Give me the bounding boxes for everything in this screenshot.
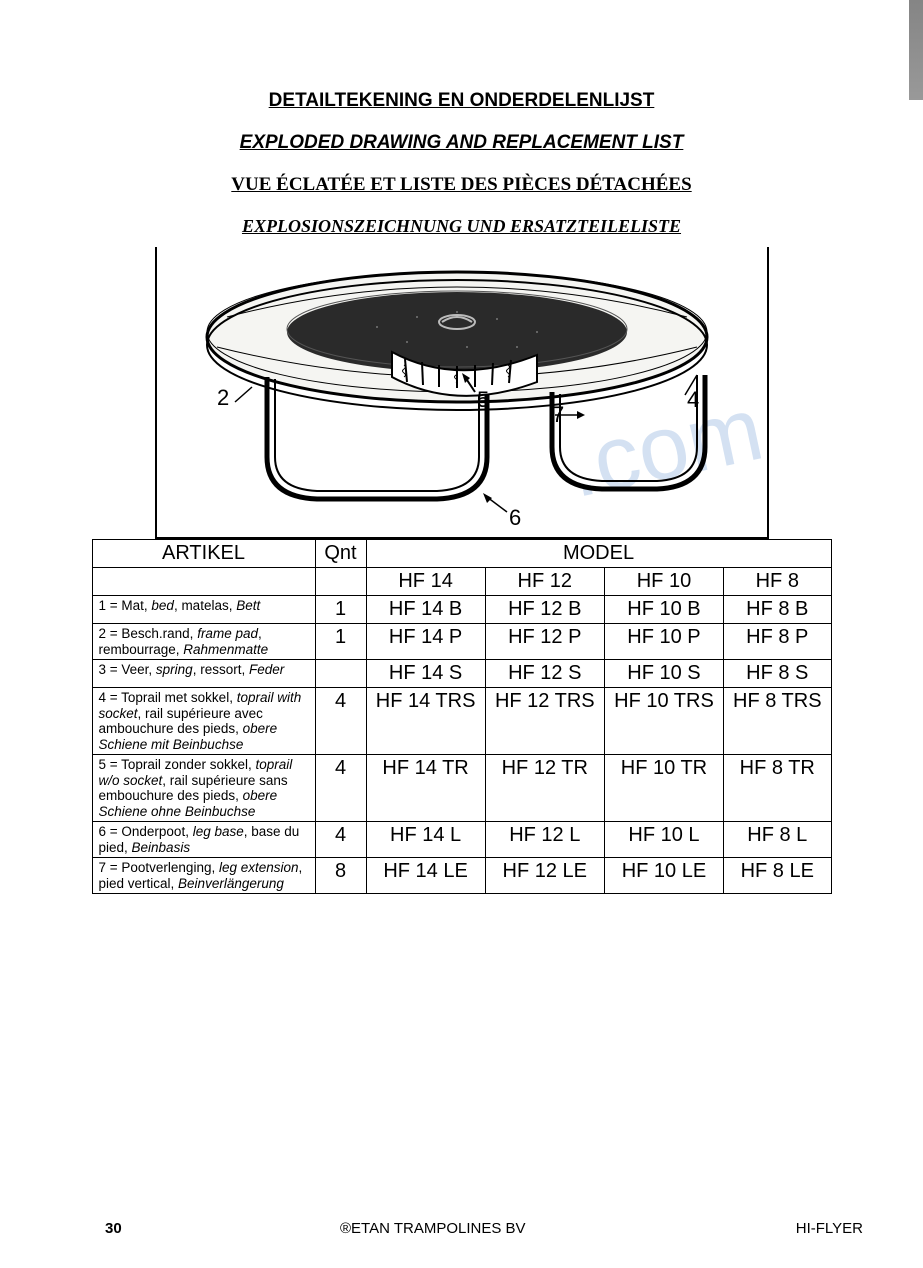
cell-model: HF 14 L bbox=[366, 822, 485, 858]
cell-model: HF 8 TRS bbox=[724, 688, 831, 755]
table-row: 3 = Veer, spring, ressort, FederHF 14 SH… bbox=[92, 660, 831, 688]
table-header-row: ARTIKEL Qnt MODEL bbox=[92, 540, 831, 568]
table-row: 7 = Pootverlenging, leg extension, pied … bbox=[92, 858, 831, 894]
cell-model: HF 12 TRS bbox=[485, 688, 604, 755]
cell-artikel: 1 = Mat, bed, matelas, Bett bbox=[92, 596, 315, 624]
cell-model: HF 10 TR bbox=[604, 755, 723, 822]
table-row: 5 = Toprail zonder sokkel, toprail w/o s… bbox=[92, 755, 831, 822]
cell-qnt: 4 bbox=[315, 755, 366, 822]
cell-model: HF 14 B bbox=[366, 596, 485, 624]
cell-model: HF 10 S bbox=[604, 660, 723, 688]
cell-artikel: 5 = Toprail zonder sokkel, toprail w/o s… bbox=[92, 755, 315, 822]
cell-model: HF 10 L bbox=[604, 822, 723, 858]
cell-model: HF 10 B bbox=[604, 596, 723, 624]
title-fr: VUE ÉCLATÉE ET LISTE DES PIÈCES DÉTACHÉE… bbox=[60, 174, 863, 196]
cell-model: HF 12 TR bbox=[485, 755, 604, 822]
model-hf8: HF 8 bbox=[724, 568, 831, 596]
cell-model: HF 8 B bbox=[724, 596, 831, 624]
cell-model: HF 8 S bbox=[724, 660, 831, 688]
page-number: 30 bbox=[105, 1220, 122, 1237]
cell-qnt bbox=[315, 660, 366, 688]
title-block: DETAILTEKENING EN ONDERDELENLIJST EXPLOD… bbox=[60, 90, 863, 237]
cell-model: HF 8 P bbox=[724, 624, 831, 660]
col-qnt: Qnt bbox=[315, 540, 366, 568]
cell-model: HF 12 P bbox=[485, 624, 604, 660]
cell-artikel: 4 = Toprail met sokkel, toprail with soc… bbox=[92, 688, 315, 755]
cell-model: HF 10 LE bbox=[604, 858, 723, 894]
cell-qnt: 8 bbox=[315, 858, 366, 894]
model-hf10: HF 10 bbox=[604, 568, 723, 596]
cell-qnt: 4 bbox=[315, 688, 366, 755]
cell-model: HF 14 P bbox=[366, 624, 485, 660]
col-model: MODEL bbox=[366, 540, 831, 568]
cell-qnt: 4 bbox=[315, 822, 366, 858]
cell-artikel: 6 = Onderpoot, leg base, base du pied, B… bbox=[92, 822, 315, 858]
cell-model: HF 14 TRS bbox=[366, 688, 485, 755]
cell-artikel: 7 = Pootverlenging, leg extension, pied … bbox=[92, 858, 315, 894]
model-hf12: HF 12 bbox=[485, 568, 604, 596]
cell-model: HF 14 S bbox=[366, 660, 485, 688]
callout-4: 4 bbox=[687, 387, 699, 412]
title-nl: DETAILTEKENING EN ONDERDELENLIJST bbox=[60, 90, 863, 112]
footer-company: ®ETAN TRAMPOLINES BV bbox=[340, 1220, 526, 1237]
cell-model: HF 12 B bbox=[485, 596, 604, 624]
callout-7: 7 bbox=[552, 402, 564, 427]
cell-artikel: 2 = Besch.rand, frame pad, rembourrage, … bbox=[92, 624, 315, 660]
title-en: EXPLODED DRAWING AND REPLACEMENT LIST bbox=[60, 132, 863, 154]
col-artikel: ARTIKEL bbox=[92, 540, 315, 568]
callout-6: 6 bbox=[509, 505, 521, 530]
empty-cell bbox=[315, 568, 366, 596]
callout-2: 2 bbox=[217, 385, 229, 410]
cell-model: HF 8 LE bbox=[724, 858, 831, 894]
table-models-row: HF 14 HF 12 HF 10 HF 8 bbox=[92, 568, 831, 596]
table-row: 2 = Besch.rand, frame pad, rembourrage, … bbox=[92, 624, 831, 660]
scan-edge-artifact bbox=[909, 0, 923, 100]
model-hf14: HF 14 bbox=[366, 568, 485, 596]
cell-model: HF 10 P bbox=[604, 624, 723, 660]
title-de: EXPLOSIONSZEICHNUNG UND ERSATZTEILELISTE bbox=[60, 216, 863, 237]
cell-model: HF 8 L bbox=[724, 822, 831, 858]
cell-model: HF 12 S bbox=[485, 660, 604, 688]
cell-qnt: 1 bbox=[315, 624, 366, 660]
exploded-diagram: .com bbox=[155, 247, 769, 539]
trampoline-svg: .com bbox=[157, 247, 767, 537]
table-row: 1 = Mat, bed, matelas, Bett1HF 14 BHF 12… bbox=[92, 596, 831, 624]
cell-model: HF 14 LE bbox=[366, 858, 485, 894]
table-row: 4 = Toprail met sokkel, toprail with soc… bbox=[92, 688, 831, 755]
table-row: 6 = Onderpoot, leg base, base du pied, B… bbox=[92, 822, 831, 858]
cell-model: HF 12 LE bbox=[485, 858, 604, 894]
cell-model: HF 8 TR bbox=[724, 755, 831, 822]
cell-artikel: 3 = Veer, spring, ressort, Feder bbox=[92, 660, 315, 688]
cell-qnt: 1 bbox=[315, 596, 366, 624]
parts-table: ARTIKEL Qnt MODEL HF 14 HF 12 HF 10 HF 8… bbox=[92, 539, 832, 894]
cell-model: HF 14 TR bbox=[366, 755, 485, 822]
cell-model: HF 10 TRS bbox=[604, 688, 723, 755]
cell-model: HF 12 L bbox=[485, 822, 604, 858]
empty-cell bbox=[92, 568, 315, 596]
footer-product: HI-FLYER bbox=[796, 1220, 863, 1237]
